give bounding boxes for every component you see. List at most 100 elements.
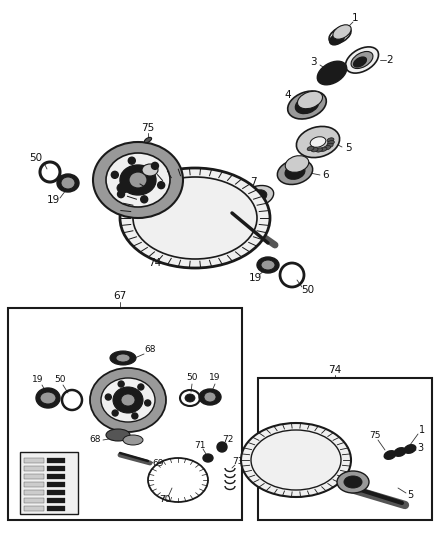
Text: 68: 68 xyxy=(144,345,156,354)
Ellipse shape xyxy=(120,168,270,268)
Ellipse shape xyxy=(228,201,248,215)
Ellipse shape xyxy=(93,142,183,218)
Ellipse shape xyxy=(133,177,257,259)
Bar xyxy=(24,466,44,471)
Text: 50: 50 xyxy=(54,376,66,384)
Ellipse shape xyxy=(101,378,155,422)
Ellipse shape xyxy=(120,165,156,195)
Ellipse shape xyxy=(57,174,79,192)
Text: 69: 69 xyxy=(152,458,164,467)
Ellipse shape xyxy=(324,146,331,150)
Ellipse shape xyxy=(297,91,322,109)
Ellipse shape xyxy=(261,260,275,270)
Ellipse shape xyxy=(317,61,347,85)
Ellipse shape xyxy=(204,392,216,402)
Text: 74: 74 xyxy=(148,258,162,268)
Bar xyxy=(24,490,44,495)
Ellipse shape xyxy=(129,172,147,188)
Ellipse shape xyxy=(257,257,279,273)
Circle shape xyxy=(158,182,165,189)
Ellipse shape xyxy=(320,147,327,151)
Bar xyxy=(47,490,65,495)
Ellipse shape xyxy=(330,33,344,45)
Text: 3: 3 xyxy=(310,57,316,67)
Ellipse shape xyxy=(326,143,333,148)
Circle shape xyxy=(112,410,118,416)
Bar xyxy=(47,458,65,463)
Text: 1: 1 xyxy=(352,13,358,23)
Ellipse shape xyxy=(351,52,373,69)
Circle shape xyxy=(152,163,159,169)
Text: 67: 67 xyxy=(113,291,127,301)
Ellipse shape xyxy=(61,177,75,189)
Circle shape xyxy=(111,171,118,179)
Text: 3: 3 xyxy=(417,443,423,453)
Ellipse shape xyxy=(106,153,170,207)
Ellipse shape xyxy=(346,47,378,73)
Circle shape xyxy=(105,394,111,400)
Ellipse shape xyxy=(106,429,130,441)
Ellipse shape xyxy=(185,394,195,402)
Text: 19: 19 xyxy=(32,376,44,384)
Text: 19: 19 xyxy=(209,374,221,383)
Bar xyxy=(24,482,44,487)
Bar xyxy=(24,458,44,463)
Ellipse shape xyxy=(90,368,166,432)
Bar xyxy=(24,498,44,503)
Ellipse shape xyxy=(116,354,130,362)
Ellipse shape xyxy=(113,387,143,413)
Bar xyxy=(47,506,65,511)
Text: 4: 4 xyxy=(285,90,291,100)
Text: 5: 5 xyxy=(345,143,351,153)
Circle shape xyxy=(128,157,135,164)
Text: 74: 74 xyxy=(328,365,342,375)
Ellipse shape xyxy=(394,448,406,456)
Bar xyxy=(47,474,65,479)
Ellipse shape xyxy=(311,148,318,152)
Ellipse shape xyxy=(220,196,256,221)
Text: 7: 7 xyxy=(250,177,256,187)
Text: 6: 6 xyxy=(323,170,329,180)
Text: 2: 2 xyxy=(387,55,393,65)
Text: 19: 19 xyxy=(248,273,261,283)
Ellipse shape xyxy=(121,394,135,406)
Ellipse shape xyxy=(123,435,143,445)
Text: 50: 50 xyxy=(301,285,314,295)
Text: 75: 75 xyxy=(369,431,381,440)
Ellipse shape xyxy=(307,147,314,151)
Circle shape xyxy=(141,196,148,203)
Circle shape xyxy=(138,384,144,390)
Bar xyxy=(24,474,44,479)
Ellipse shape xyxy=(241,423,351,497)
Ellipse shape xyxy=(36,388,60,408)
Text: 50: 50 xyxy=(186,374,198,383)
Text: 75: 75 xyxy=(54,504,66,513)
Ellipse shape xyxy=(285,165,305,179)
Ellipse shape xyxy=(316,148,322,152)
Ellipse shape xyxy=(404,445,416,453)
Ellipse shape xyxy=(327,138,334,142)
Text: 72: 72 xyxy=(223,435,234,445)
Text: 19: 19 xyxy=(46,195,60,205)
Ellipse shape xyxy=(329,27,351,44)
Bar xyxy=(8,308,242,520)
Ellipse shape xyxy=(110,351,136,365)
Text: 5: 5 xyxy=(407,490,413,500)
Circle shape xyxy=(118,381,124,387)
Ellipse shape xyxy=(288,91,326,119)
Ellipse shape xyxy=(277,159,313,184)
Text: 50: 50 xyxy=(29,153,42,163)
Text: 75: 75 xyxy=(141,123,155,133)
Ellipse shape xyxy=(353,57,366,67)
Ellipse shape xyxy=(344,476,362,488)
Ellipse shape xyxy=(328,141,334,145)
Ellipse shape xyxy=(145,138,152,143)
Ellipse shape xyxy=(117,183,129,193)
Ellipse shape xyxy=(295,96,318,114)
Text: 71: 71 xyxy=(194,440,206,449)
Ellipse shape xyxy=(337,471,369,493)
Bar xyxy=(20,452,78,514)
Ellipse shape xyxy=(40,392,56,404)
Ellipse shape xyxy=(310,137,326,147)
Text: 1: 1 xyxy=(419,425,425,435)
